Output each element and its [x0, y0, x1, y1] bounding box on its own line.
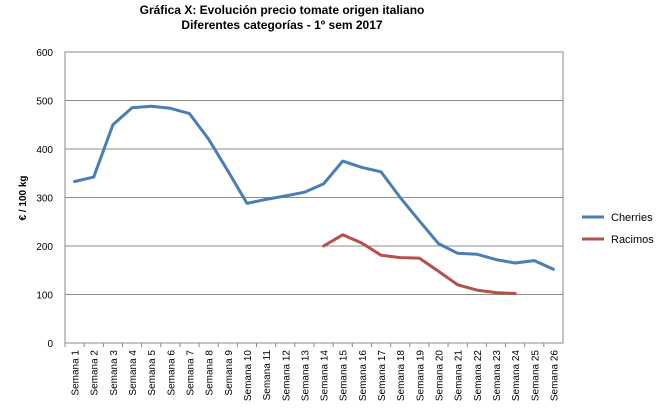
data-point-cherries-6 [169, 107, 172, 110]
x-tick-label-7: Semana 8 [205, 350, 216, 396]
x-tick-label-14: Semana 15 [339, 350, 350, 402]
data-point-racimos-14 [322, 244, 325, 248]
y-tick-label-6: 600 [36, 48, 53, 59]
legend-label-cherries: Cherries [611, 212, 653, 224]
x-tick-label-1: Semana 2 [90, 350, 101, 396]
y-tick-label-5: 500 [36, 97, 53, 108]
data-point-cherries-17 [379, 170, 383, 173]
y-tick-label-2: 200 [36, 242, 53, 253]
data-point-racimos-20 [437, 270, 440, 273]
data-point-cherries-1 [73, 180, 76, 183]
x-axis-ticks: Semana 1 Semana 2 Semana 3 Semana 4 Semana 5… [64, 343, 560, 402]
data-point-racimos-21 [456, 283, 459, 286]
data-point-cherries-4 [130, 106, 134, 110]
data-point-cherries-2 [92, 175, 95, 179]
x-tick-label-2: Semana 3 [109, 350, 120, 396]
x-tick-label-22: Semana 23 [492, 350, 503, 402]
data-point-cherries-14 [322, 182, 325, 186]
x-tick-label-3: Semana 4 [128, 350, 139, 396]
x-tick-label-17: Semana 18 [396, 350, 407, 402]
gridlines [65, 51, 563, 344]
data-point-cherries-5 [150, 105, 153, 108]
chart-title: Gráfica X: Evolución precio tomate orige… [140, 3, 425, 17]
data-point-cherries-12 [284, 194, 287, 198]
x-tick-label-24: Semana 25 [530, 350, 541, 402]
data-point-cherries-26 [552, 268, 555, 271]
data-point-cherries-24 [513, 261, 517, 265]
x-tick-label-0: Semana 1 [71, 350, 82, 396]
x-tick-label-13: Semana 14 [320, 350, 331, 402]
x-tick-label-5: Semana 6 [166, 350, 177, 396]
data-point-racimos-23 [494, 291, 498, 294]
data-point-cherries-9 [226, 169, 229, 172]
x-tick-label-4: Semana 5 [147, 350, 158, 396]
x-tick-label-15: Semana 16 [358, 350, 369, 402]
data-point-racimos-15 [341, 233, 344, 236]
data-point-cherries-13 [303, 191, 306, 194]
data-point-racimos-24 [513, 292, 517, 295]
data-point-cherries-21 [456, 252, 459, 255]
x-tick-label-11: Semana 12 [281, 350, 292, 402]
x-tick-label-20: Semana 21 [454, 350, 465, 402]
y-tick-label-1: 100 [36, 291, 53, 302]
data-point-cherries-23 [494, 258, 498, 261]
x-tick-label-10: Semana 11 [262, 350, 273, 401]
data-point-cherries-20 [437, 242, 440, 245]
data-point-cherries-8 [207, 138, 210, 141]
data-point-racimos-16 [360, 241, 364, 245]
y-tick-label-0: 0 [47, 339, 53, 350]
x-tick-label-21: Semana 22 [473, 350, 484, 402]
data-point-cherries-19 [418, 219, 421, 222]
x-tick-label-23: Semana 24 [511, 350, 522, 402]
series-lines [73, 104, 555, 295]
x-tick-label-9: Semana 10 [243, 350, 254, 402]
chart-subtitle: Diferentes categorías - 1º sem 2017 [181, 18, 382, 32]
series-line-racimos [322, 233, 517, 295]
data-point-racimos-18 [399, 256, 402, 259]
data-point-racimos-22 [475, 288, 478, 292]
data-point-cherries-3 [111, 123, 115, 127]
y-tick-label-3: 300 [36, 194, 53, 205]
x-tick-label-6: Semana 7 [186, 350, 197, 396]
data-point-cherries-25 [533, 259, 536, 262]
data-point-cherries-10 [245, 202, 249, 205]
x-tick-label-25: Semana 26 [549, 350, 560, 402]
data-point-cherries-11 [264, 198, 268, 201]
legend: Cherries Racimos [582, 212, 654, 246]
x-tick-label-16: Semana 17 [377, 350, 388, 402]
data-point-cherries-7 [188, 112, 191, 115]
data-point-racimos-19 [418, 256, 421, 260]
y-axis-ticks: 0 100 200 300 400 500 600 [36, 48, 53, 350]
series-line-cherries [73, 104, 555, 271]
y-tick-label-4: 400 [36, 145, 53, 156]
data-point-cherries-15 [341, 159, 344, 163]
y-axis-label: € / 100 kg [18, 175, 29, 220]
x-tick-label-18: Semana 19 [415, 350, 426, 402]
x-tick-label-8: Semana 9 [224, 350, 235, 396]
data-point-cherries-22 [475, 253, 478, 256]
data-point-racimos-17 [379, 254, 383, 257]
data-point-cherries-18 [399, 196, 402, 199]
legend-label-racimos: Racimos [611, 234, 654, 246]
x-tick-label-19: Semana 20 [435, 350, 446, 402]
x-tick-label-12: Semana 13 [300, 350, 311, 402]
data-point-cherries-16 [360, 166, 364, 169]
